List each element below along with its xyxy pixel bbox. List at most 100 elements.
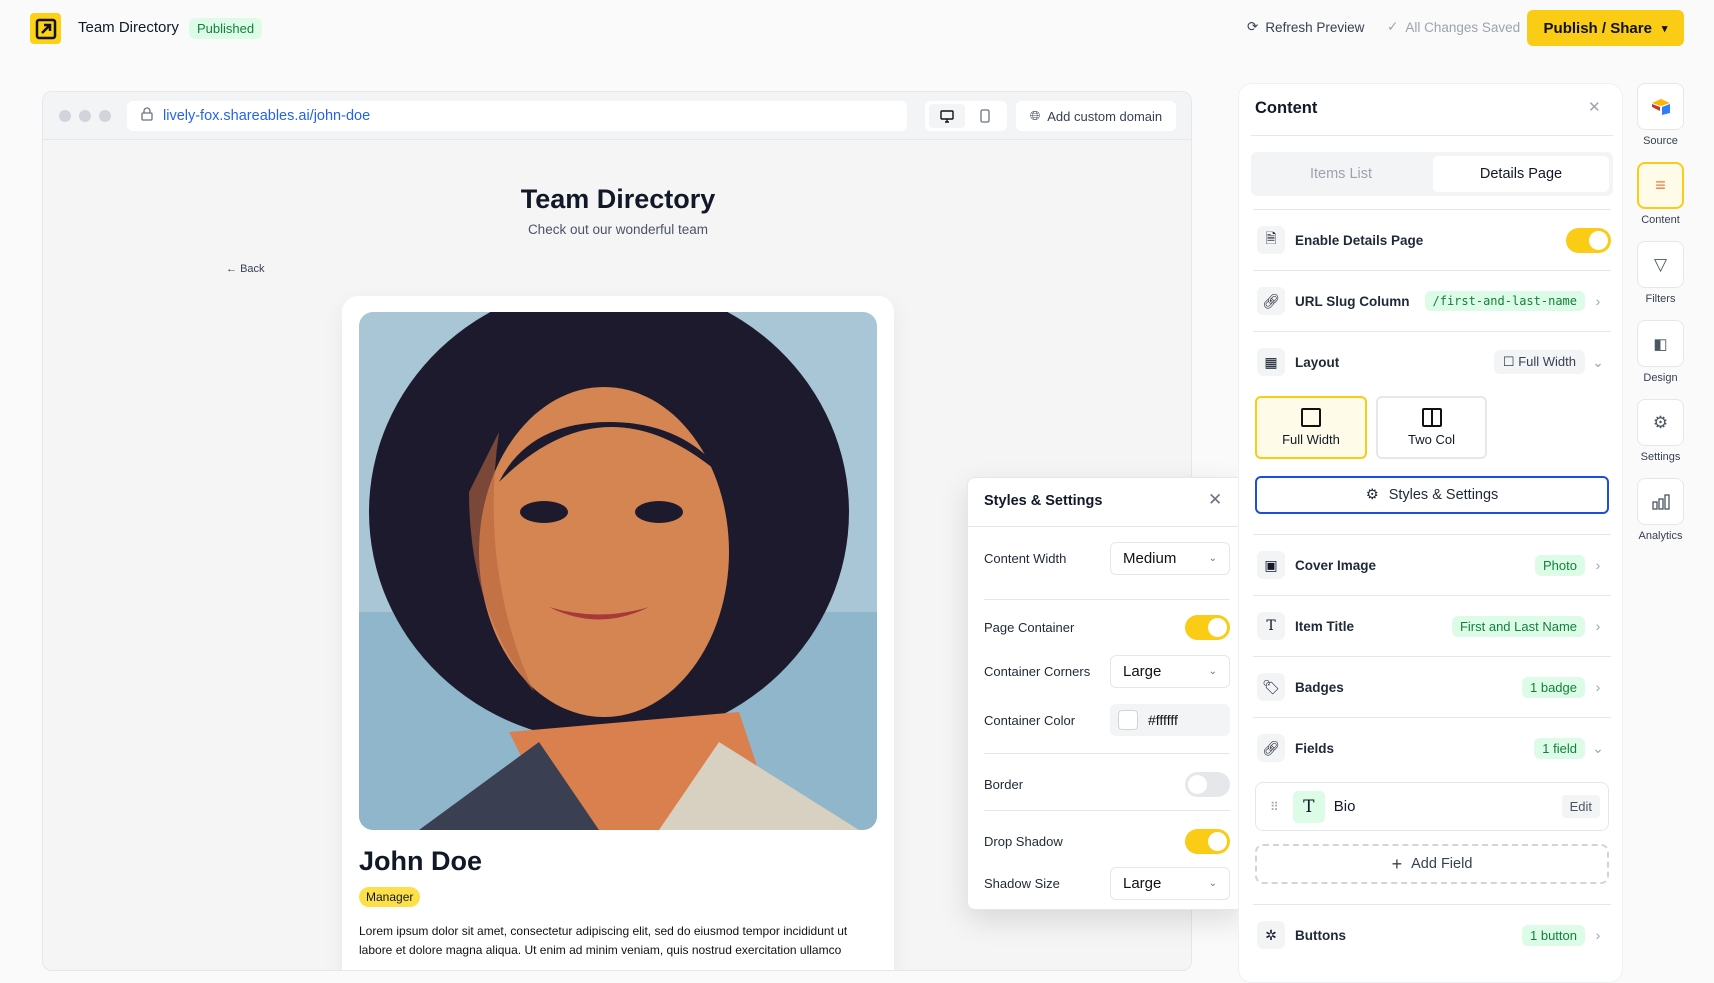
full-width-icon bbox=[1301, 408, 1321, 427]
square-icon: ☐ bbox=[1502, 354, 1519, 369]
check-icon: ✓ bbox=[1387, 19, 1399, 34]
rail-source-button[interactable] bbox=[1637, 83, 1684, 130]
rail-design-button[interactable]: ◧ bbox=[1637, 320, 1684, 367]
container-corners-value: Large bbox=[1123, 663, 1162, 680]
rail-content-button[interactable]: ≡ bbox=[1637, 162, 1684, 209]
cover-image-row[interactable]: ▣ Cover Image Photo › bbox=[1253, 534, 1611, 595]
refresh-label: Refresh Preview bbox=[1265, 19, 1365, 35]
add-field-button[interactable]: + Add Field bbox=[1255, 844, 1609, 884]
styles-settings-label: Styles & Settings bbox=[1388, 487, 1499, 503]
badges-label: Badges bbox=[1295, 679, 1344, 695]
detail-card: John Doe Manager Lorem ipsum dolor sit a… bbox=[342, 296, 894, 970]
page-title: Team Directory bbox=[520, 184, 716, 214]
cover-image-value: Photo bbox=[1535, 554, 1585, 576]
rail-design-label: Design bbox=[1643, 372, 1678, 384]
add-custom-domain-button[interactable]: 🌐︎ Add custom domain bbox=[1016, 101, 1176, 131]
styles-settings-button[interactable]: ⚙︎ Styles & Settings bbox=[1255, 476, 1609, 514]
border-toggle[interactable] bbox=[1185, 772, 1230, 797]
buttons-label: Buttons bbox=[1295, 927, 1346, 943]
desktop-view-button[interactable] bbox=[929, 104, 965, 128]
layout-value-text: Full Width bbox=[1518, 354, 1576, 369]
lock-icon bbox=[141, 107, 153, 125]
tab-details-page[interactable]: Details Page bbox=[1433, 156, 1609, 192]
layout-option-full-width[interactable]: Full Width bbox=[1255, 396, 1367, 459]
field-name: Bio bbox=[1333, 798, 1356, 815]
divider bbox=[984, 599, 1230, 600]
chevron-right-icon: › bbox=[1595, 679, 1601, 695]
rail-settings-button[interactable]: ⚙︎ bbox=[1637, 399, 1684, 446]
link-icon: 🔗︎ bbox=[1257, 734, 1285, 762]
add-domain-label: Add custom domain bbox=[1047, 108, 1163, 124]
back-link[interactable]: ← Back bbox=[226, 263, 265, 275]
url-text: lively-fox.shareables.ai/john-doe bbox=[163, 108, 371, 124]
page-container-toggle[interactable] bbox=[1185, 615, 1230, 640]
rail-filters-button[interactable]: ▽ bbox=[1637, 241, 1684, 288]
status-badge: Published bbox=[189, 18, 263, 39]
tab-bar: Items List Details Page bbox=[1251, 152, 1613, 196]
edit-field-button[interactable]: Edit bbox=[1561, 795, 1600, 818]
buttons-row[interactable]: ✲ Buttons 1 button › bbox=[1253, 904, 1611, 965]
browser-toolbar: lively-fox.shareables.ai/john-doe 🌐︎ Add … bbox=[43, 92, 1191, 140]
container-corners-label: Container Corners bbox=[984, 664, 1091, 679]
window-dot bbox=[79, 110, 91, 122]
url-slug-row[interactable]: 🔗︎ URL Slug Column/first-and-last-name › bbox=[1253, 270, 1611, 331]
back-label: Back bbox=[240, 263, 265, 275]
fields-row[interactable]: 🔗︎ Fields 1 field ⌄ bbox=[1253, 717, 1611, 778]
fields-value: 1 field bbox=[1534, 737, 1585, 759]
container-color-input[interactable]: #ffffff bbox=[1110, 704, 1230, 736]
rail-analytics-button[interactable] bbox=[1637, 478, 1684, 525]
page-subtitle: Check out our wonderful team bbox=[527, 222, 709, 237]
layout-row[interactable]: ▦ Layout ☐ Full Width ⌄ bbox=[1253, 331, 1611, 392]
refresh-preview-button[interactable]: ⟳ Refresh Preview bbox=[1247, 19, 1364, 35]
globe-icon: 🌐︎ bbox=[1029, 108, 1041, 123]
divider bbox=[968, 526, 1245, 527]
text-icon: T bbox=[1257, 612, 1285, 640]
tab-items-list[interactable]: Items List bbox=[1309, 166, 1373, 182]
drop-shadow-toggle[interactable] bbox=[1185, 829, 1230, 854]
chevron-down-icon: ⌄ bbox=[1208, 666, 1217, 677]
content-width-select[interactable]: Medium ⌄ bbox=[1110, 542, 1230, 575]
close-icon[interactable]: ✕ bbox=[1588, 99, 1601, 116]
enable-details-row: 🗎 Enable Details Page bbox=[1253, 209, 1611, 270]
badges-value: 1 badge bbox=[1522, 676, 1585, 698]
chevron-right-icon: › bbox=[1595, 557, 1601, 573]
layout-option-two-col[interactable]: Two Col bbox=[1376, 396, 1487, 459]
rail-filters-label: Filters bbox=[1645, 293, 1676, 305]
publish-share-button[interactable]: Publish / Share ▾ bbox=[1527, 10, 1684, 46]
color-swatch[interactable] bbox=[1118, 710, 1138, 730]
close-icon[interactable]: ✕ bbox=[1208, 490, 1223, 509]
item-title: John Doe bbox=[359, 846, 483, 876]
drag-handle-icon[interactable]: ⠿ bbox=[1270, 799, 1279, 814]
chevron-down-icon: ⌄ bbox=[1592, 739, 1604, 756]
url-bar[interactable]: lively-fox.shareables.ai/john-doe bbox=[127, 101, 907, 131]
divider bbox=[984, 753, 1230, 754]
cover-image bbox=[359, 312, 877, 830]
field-item-bio[interactable]: ⠿ T Bio Edit bbox=[1255, 782, 1609, 831]
lines-icon: ≡ bbox=[1655, 175, 1666, 195]
enable-details-toggle[interactable] bbox=[1566, 227, 1611, 253]
source-icon bbox=[1651, 98, 1670, 115]
monitor-icon bbox=[940, 109, 954, 123]
cover-image-label: Cover Image bbox=[1295, 557, 1377, 573]
container-corners-select[interactable]: Large ⌄ bbox=[1110, 655, 1230, 688]
url-slug-label: URL Slug Column bbox=[1295, 293, 1410, 309]
mobile-view-button[interactable] bbox=[967, 104, 1003, 128]
content-width-value: Medium bbox=[1123, 550, 1177, 567]
app-logo[interactable] bbox=[30, 13, 61, 44]
enable-details-label: Enable Details Page bbox=[1295, 232, 1424, 248]
save-status: ✓ All Changes Saved bbox=[1387, 19, 1520, 35]
shadow-size-select[interactable]: Large ⌄ bbox=[1110, 867, 1230, 900]
full-width-label: Full Width bbox=[1282, 432, 1340, 447]
add-field-label: Add Field bbox=[1411, 856, 1473, 872]
bio-text: Lorem ipsum dolor sit amet, consectetur … bbox=[359, 924, 848, 957]
save-status-label: All Changes Saved bbox=[1405, 19, 1521, 35]
tag-icon: 🏷︎ bbox=[1257, 673, 1285, 701]
badges-row[interactable]: 🏷︎ Badges 1 badge › bbox=[1253, 656, 1611, 717]
layout-grid-icon: ▦ bbox=[1257, 348, 1285, 376]
divider bbox=[984, 810, 1230, 811]
document-icon: 🗎 bbox=[1257, 226, 1285, 254]
palette-icon: ◧ bbox=[1653, 335, 1668, 353]
item-title-row[interactable]: T Item Title First and Last Name › bbox=[1253, 595, 1611, 656]
sliders-icon: ⚙︎ bbox=[1365, 487, 1379, 503]
bar-chart-icon bbox=[1651, 493, 1670, 510]
